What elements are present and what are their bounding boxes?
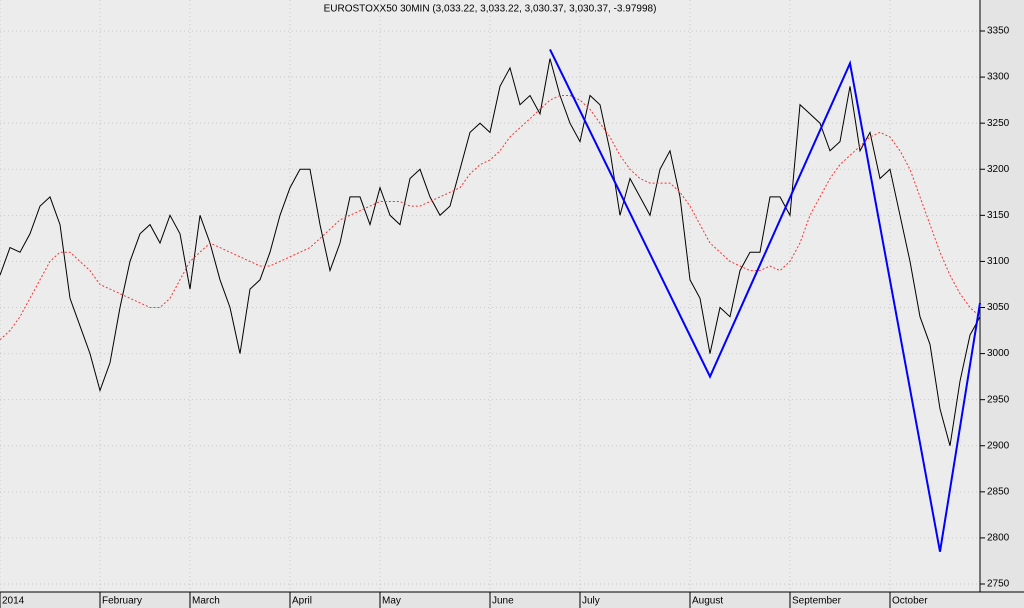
x-tick-label: April	[292, 596, 312, 607]
x-tick-label: August	[692, 596, 723, 607]
y-tick-label: 2750	[987, 579, 1010, 590]
x-tick-label: September	[792, 596, 842, 607]
x-axis-panel	[0, 592, 1024, 608]
y-tick-label: 2850	[987, 486, 1010, 497]
y-tick-label: 3000	[987, 348, 1010, 359]
y-tick-label: 3200	[987, 164, 1010, 175]
chart-title: EUROSTOXX50 30MIN (3,033.22, 3,033.22, 3…	[324, 4, 657, 15]
y-tick-label: 3300	[987, 72, 1010, 83]
x-tick-label: October	[892, 596, 928, 607]
x-tick-label: July	[582, 596, 600, 607]
x-tick-label: March	[192, 596, 220, 607]
x-tick-label: 2014	[2, 596, 25, 607]
y-tick-label: 3250	[987, 118, 1010, 129]
x-tick-label: June	[492, 596, 514, 607]
y-tick-label: 3050	[987, 302, 1010, 313]
y-axis-panel	[980, 0, 1024, 608]
series-line	[549, 48, 981, 552]
y-tick-label: 2900	[987, 440, 1010, 451]
y-tick-label: 3350	[987, 26, 1010, 37]
y-tick-label: 2950	[987, 394, 1010, 405]
x-tick-label: May	[382, 596, 401, 607]
x-tick-label: February	[102, 596, 142, 607]
series-line	[0, 95, 981, 341]
y-tick-label: 3100	[987, 256, 1010, 267]
series-line	[0, 58, 981, 446]
y-tick-label: 2800	[987, 533, 1010, 544]
y-tick-label: 3150	[987, 210, 1010, 221]
